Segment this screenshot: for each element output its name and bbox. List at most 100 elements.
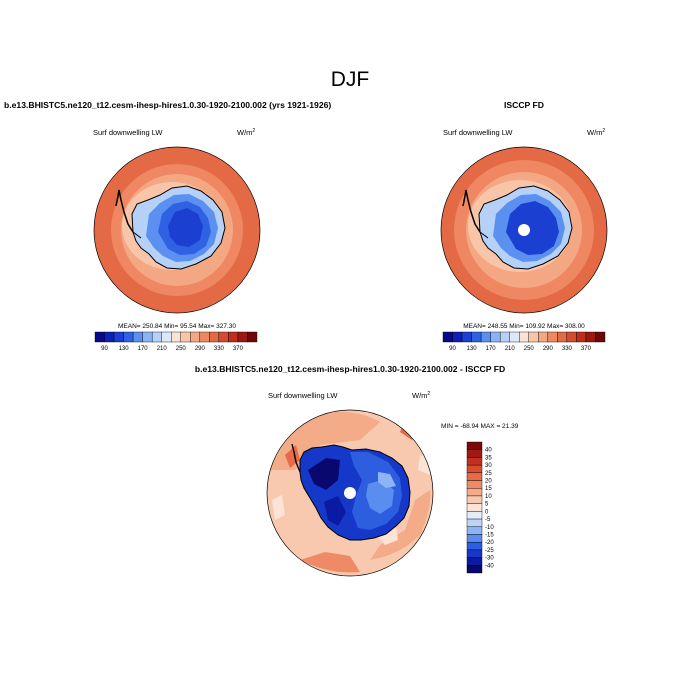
colorbar-box xyxy=(566,331,577,343)
colorbar-box xyxy=(228,331,239,343)
colorbar-tick-label: 0 xyxy=(485,509,489,515)
colorbar-tick-label: 90 xyxy=(449,346,456,352)
colorbar-box xyxy=(104,331,115,343)
colorbar-tick-label: 30 xyxy=(485,463,492,469)
panel-model-variable: Surf downwelling LW xyxy=(93,128,163,137)
colorbar-box xyxy=(466,449,483,458)
colorbar-box xyxy=(466,472,483,481)
panel-obs-title: ISCCP FD xyxy=(504,100,544,110)
colorbar-tick-label: 210 xyxy=(157,346,168,352)
colorbar-tick-label: -20 xyxy=(485,540,494,546)
panel-diff-stats: MIN = -68.94 MAX = 21.39 xyxy=(441,423,519,430)
colorbar-tick-label: 40 xyxy=(485,448,492,454)
colorbar-box xyxy=(466,565,483,574)
colorbar-box xyxy=(466,503,483,512)
colorbar-tick-label: -25 xyxy=(485,548,494,554)
colorbar-box xyxy=(466,495,483,504)
colorbar-box xyxy=(519,331,529,343)
colorbar-box xyxy=(190,331,201,343)
colorbar-tick-label: 330 xyxy=(562,346,573,352)
colorbar-box xyxy=(509,331,520,343)
colorbar-tick-label: 330 xyxy=(214,346,225,352)
colorbar-box xyxy=(199,331,210,343)
colorbar-box xyxy=(161,331,172,343)
colorbar-box xyxy=(237,331,248,343)
colorbar-box xyxy=(595,331,606,343)
page-title: DJF xyxy=(331,68,370,91)
colorbar-tick-label: 250 xyxy=(524,346,535,352)
panel-model-map xyxy=(94,147,260,313)
panel-diff-variable: Surf downwelling LW xyxy=(268,391,338,400)
colorbar-tick-label: 20 xyxy=(485,479,492,485)
colorbar-tick-label: 130 xyxy=(119,346,130,352)
colorbar-tick-label: 370 xyxy=(581,346,592,352)
panel-diff: b.e13.BHISTC5.ne120_t12.cesm-ihesp-hires… xyxy=(195,364,519,577)
colorbar-box xyxy=(466,464,483,474)
colorbar-box xyxy=(466,480,483,489)
panel-diff-units: W/m2 xyxy=(412,391,430,400)
panel-obs-variable: Surf downwelling LW xyxy=(443,128,513,137)
colorbar-box xyxy=(528,331,539,343)
colorbar-tick-label: -30 xyxy=(485,556,494,562)
colorbar-box xyxy=(480,331,491,343)
colorbar-box xyxy=(576,331,587,343)
colorbar-box xyxy=(466,557,483,566)
colorbar-box xyxy=(132,331,143,343)
colorbar-box xyxy=(466,541,483,551)
colorbar-box xyxy=(585,331,596,343)
colorbar-box xyxy=(466,511,483,520)
colorbar-box xyxy=(442,331,453,343)
panel-diff-title: b.e13.BHISTC5.ne120_t12.cesm-ihesp-hires… xyxy=(195,364,505,374)
colorbar-tick-label: 15 xyxy=(485,486,492,492)
colorbar-box xyxy=(466,518,483,527)
panel-obs-stats: MEAN= 248.55 Min= 109.92 Max= 308.00 xyxy=(463,323,585,330)
colorbar-tick-label: 370 xyxy=(233,346,244,352)
colorbar-box xyxy=(466,549,483,558)
colorbar-box xyxy=(247,331,258,343)
colorbar-tick-label: 170 xyxy=(138,346,149,352)
panel-model-units: W/m2 xyxy=(237,128,255,137)
colorbar-box xyxy=(490,331,501,343)
colorbar-tick-label: 290 xyxy=(543,346,554,352)
colorbar-box xyxy=(94,331,105,343)
colorbar-tick-label: -10 xyxy=(485,525,494,531)
colorbar-tick-label: 250 xyxy=(176,346,187,352)
colorbar-tick-label: -5 xyxy=(485,517,491,523)
panel-model-title: b.e13.BHISTC5.ne120_t12.cesm-ihesp-hires… xyxy=(4,100,331,110)
colorbar-tick-label: 10 xyxy=(485,494,492,500)
colorbar-box xyxy=(538,331,549,343)
panel-model-stats: MEAN= 250.84 Min= 95.54 Max= 327.30 xyxy=(118,323,236,330)
colorbar-tick-label: 90 xyxy=(101,346,108,352)
colorbar-tick-label: -15 xyxy=(485,532,494,538)
colorbar-box xyxy=(466,534,483,543)
colorbar-tick-label: 290 xyxy=(195,346,206,352)
colorbar-box xyxy=(557,331,568,343)
colorbar-box xyxy=(113,331,124,343)
colorbar-tick-label: 130 xyxy=(467,346,478,352)
colorbar-tick-label: 25 xyxy=(485,471,492,477)
panel-model: b.e13.BHISTC5.ne120_t12.cesm-ihesp-hires… xyxy=(4,100,331,352)
colorbar-box xyxy=(142,331,153,343)
colorbar-box xyxy=(466,457,483,466)
colorbar-box xyxy=(171,331,181,343)
colorbar-box xyxy=(123,331,134,343)
colorbar-box xyxy=(151,331,162,343)
colorbar-tick-label: 170 xyxy=(486,346,497,352)
colorbar-box xyxy=(547,331,558,343)
colorbar-tick-label: -40 xyxy=(485,563,494,569)
panel-obs-units: W/m2 xyxy=(587,128,605,137)
colorbar-box xyxy=(499,331,510,343)
colorbar-box xyxy=(471,331,482,343)
colorbar-box xyxy=(466,526,483,535)
colorbar-tick-label: 35 xyxy=(485,455,492,461)
panel-model-colorbar: 90 130 170 210 250 290 330 370 xyxy=(94,331,258,352)
colorbar-box xyxy=(466,488,483,497)
colorbar-box xyxy=(209,331,220,343)
panel-obs-colorbar: 90 130 170 210 250 290 330 370 xyxy=(442,331,606,352)
colorbar-box xyxy=(218,331,229,343)
panel-diff-map xyxy=(267,410,433,576)
colorbar-box xyxy=(461,331,472,343)
colorbar-box xyxy=(452,331,463,343)
